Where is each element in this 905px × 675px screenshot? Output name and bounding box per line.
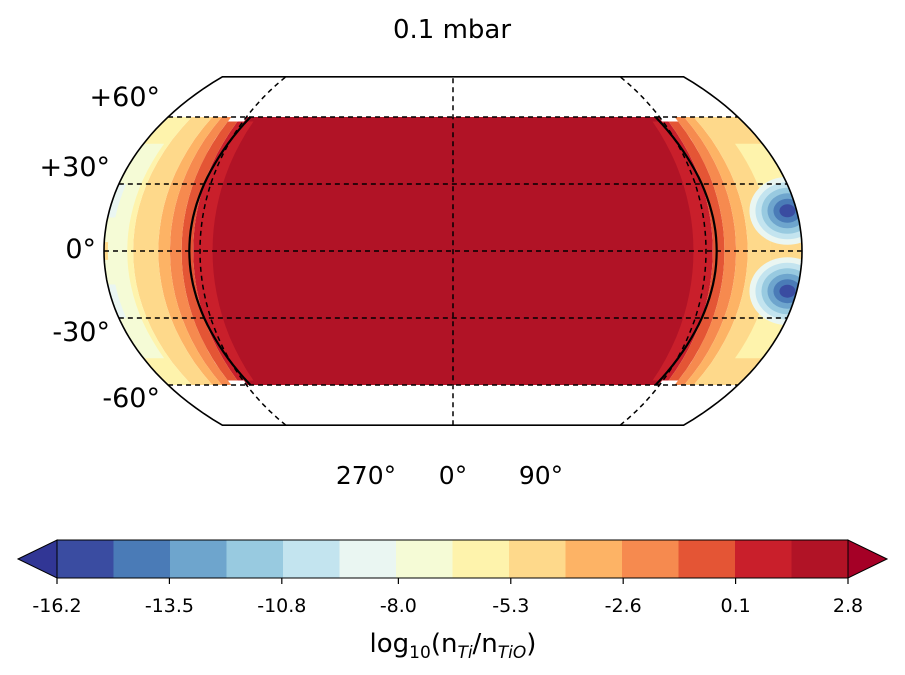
lon-label-0: 0°	[439, 461, 467, 490]
meridian-270-line	[199, 76, 287, 426]
contour-band-14	[107, 184, 127, 218]
colorbar-swatch-5	[339, 540, 397, 578]
colorbar-swatch-4	[283, 540, 340, 578]
colorbar-ticks: -16.2 -13.5 -10.8 -8.0 -5.3 -2.6 0.1 2.8	[32, 578, 863, 617]
colorbar-tick-label-0: -16.2	[32, 595, 81, 617]
lat-label-0: 0°	[65, 234, 96, 265]
lat-label-30n: +30°	[40, 152, 110, 183]
colorbar-swatch-9	[565, 540, 623, 578]
colorbar-swatch-0	[57, 540, 114, 578]
contour-band-1	[193, 121, 254, 381]
colorbar-swatch-13	[791, 540, 849, 578]
colorbar-label-log: log	[370, 629, 410, 659]
colorbar-tick-label-5: -2.6	[605, 595, 642, 617]
lat-label-60s: -60°	[102, 383, 160, 414]
colorbar-swatch-2	[170, 540, 227, 578]
contour-band-6	[674, 117, 737, 385]
colorbar-swatch-1	[113, 540, 171, 578]
colorbar-label-slash: /n	[473, 629, 498, 659]
contour-band-13	[107, 284, 127, 318]
contour-band-4	[668, 121, 725, 381]
graticule	[104, 76, 802, 426]
colorbar-tick-label-3: -8.0	[380, 595, 417, 617]
colorbar-swatch-6	[396, 540, 453, 578]
contour-band-3	[181, 121, 238, 381]
map-boundary	[103, 76, 803, 426]
colorbar-swatch-3	[226, 540, 284, 578]
contour-band-2	[652, 121, 713, 381]
colorbar-swatch-7	[452, 540, 510, 578]
colorbar-label-base: 10	[409, 643, 431, 663]
contour-band-17	[770, 237, 802, 265]
lat-label-30s: -30°	[52, 317, 110, 348]
contour-blob-0-5	[779, 204, 796, 218]
lat-label-60n: +60°	[90, 82, 160, 113]
lon-label-270: 270°	[336, 461, 396, 490]
colorbar-extend-high	[847, 539, 889, 579]
colorbar-tick-label-2: -10.8	[257, 595, 306, 617]
colorbar-tick-label-6: 0.1	[720, 595, 750, 617]
colorbar-swatch-12	[735, 540, 792, 578]
colorbar-label-close: )	[526, 629, 536, 659]
colorbar-tick-label-7: 2.8	[833, 595, 863, 617]
lon-label-90: 90°	[519, 461, 563, 490]
colorbar-label: log10(nTi/nTiO)	[370, 629, 537, 663]
contour-band-9	[133, 117, 213, 385]
colorbar-tick-label-1: -13.5	[145, 595, 194, 617]
colorbar-tick-label-4: -5.3	[492, 595, 529, 617]
contour-blob-1-5	[779, 284, 796, 298]
colorbar-label-tio: TiO	[498, 643, 527, 663]
colorbar-frame	[56, 539, 849, 579]
meridian-90-line	[619, 76, 707, 426]
colorbar-swatch-8	[509, 540, 566, 578]
chart-title: 0.1 mbar	[393, 15, 511, 45]
colorbar-extend-low	[16, 539, 58, 579]
colorbar-label-ti: Ti	[457, 643, 472, 663]
colorbar-label-open: (n	[431, 629, 458, 659]
colorbar-swatch-10	[622, 540, 679, 578]
colorbar-swatch-11	[678, 540, 736, 578]
colorbar	[16, 539, 889, 579]
